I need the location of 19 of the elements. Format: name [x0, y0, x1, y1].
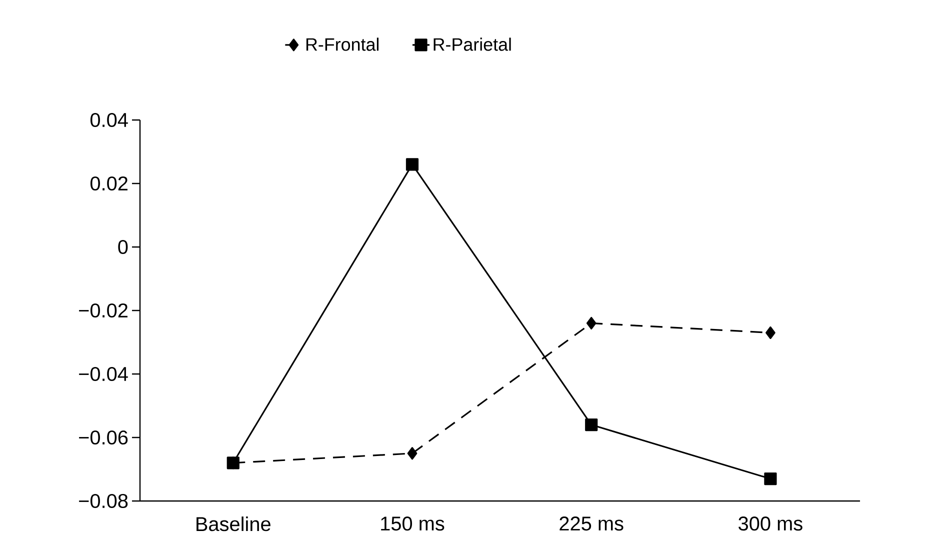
legend-label: R-Frontal — [306, 38, 379, 51]
point — [764, 472, 777, 486]
x-tick-label: Baseline — [196, 516, 270, 532]
y-tick-label: −0.02 — [79, 303, 128, 318]
point — [407, 447, 418, 460]
point — [586, 316, 596, 330]
x-tick-label: 150 ms — [381, 516, 444, 531]
y-tick-label: −0.04 — [79, 366, 128, 382]
point — [766, 326, 776, 340]
y-tick-label: 0 — [118, 240, 128, 254]
y-tick-label: −0.08 — [79, 494, 128, 508]
y-tick-label: −0.06 — [79, 430, 128, 445]
x-tick-label: 225 ms — [560, 516, 624, 531]
y-tick-label: 0.02 — [90, 176, 128, 191]
y-tick-label: 0.04 — [90, 112, 128, 128]
legend-label: R-Parietal — [434, 38, 511, 51]
point — [406, 158, 419, 171]
x-tick-label: 300 ms — [738, 516, 802, 531]
point — [585, 418, 598, 432]
